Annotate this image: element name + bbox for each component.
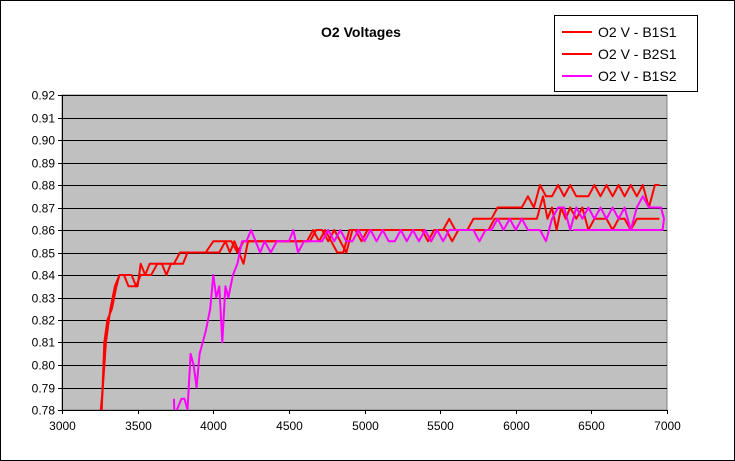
y-tick-label-14: 0.92 xyxy=(32,89,56,103)
x-tick-label-7: 6500 xyxy=(578,419,605,433)
legend-label-1: O2 V - B2S1 xyxy=(598,46,677,62)
y-tick-label-12: 0.90 xyxy=(32,134,56,148)
y-tick-label-0: 0.78 xyxy=(32,404,56,418)
x-tick-label-8: 7000 xyxy=(654,419,681,433)
x-tick-label-0: 3000 xyxy=(49,419,76,433)
legend: O2 V - B1S1 O2 V - B2S1 O2 V - B1S2 xyxy=(554,15,698,92)
x-tick-label-2: 4000 xyxy=(200,419,227,433)
plot-area xyxy=(61,94,668,411)
y-tick-label-10: 0.88 xyxy=(32,179,56,193)
series-layer xyxy=(99,184,665,410)
y-tick-label-2: 0.80 xyxy=(32,359,56,373)
x-tick-label-5: 5500 xyxy=(427,419,454,433)
chart-title: O2 Voltages xyxy=(321,24,401,40)
x-tick-label-4: 5000 xyxy=(352,419,379,433)
y-tick-label-3: 0.81 xyxy=(32,336,56,350)
y-tick-label-11: 0.89 xyxy=(32,157,56,171)
y-tick-label-7: 0.85 xyxy=(32,247,56,261)
series-line-2 xyxy=(172,195,665,410)
legend-label-0: O2 V - B1S1 xyxy=(598,24,677,40)
y-tick-label-1: 0.79 xyxy=(32,382,56,396)
x-tick-label-3: 4500 xyxy=(276,419,303,433)
y-tick-label-5: 0.83 xyxy=(32,292,56,306)
y-tick-label-4: 0.82 xyxy=(32,314,56,328)
y-tick-label-6: 0.84 xyxy=(32,269,56,283)
y-tick-label-13: 0.91 xyxy=(32,112,56,126)
legend-label-2: O2 V - B1S2 xyxy=(598,68,677,84)
y-tick-label-9: 0.87 xyxy=(32,202,56,216)
x-tick-label-1: 3500 xyxy=(125,419,152,433)
axes: 0.78 0.79 0.80 0.81 0.82 0.83 0.84 0.85 0.86 0.87… xyxy=(32,89,682,434)
x-tick-label-6: 6000 xyxy=(503,419,530,433)
y-tick-label-8: 0.86 xyxy=(32,224,56,238)
grid-lines xyxy=(62,95,667,411)
